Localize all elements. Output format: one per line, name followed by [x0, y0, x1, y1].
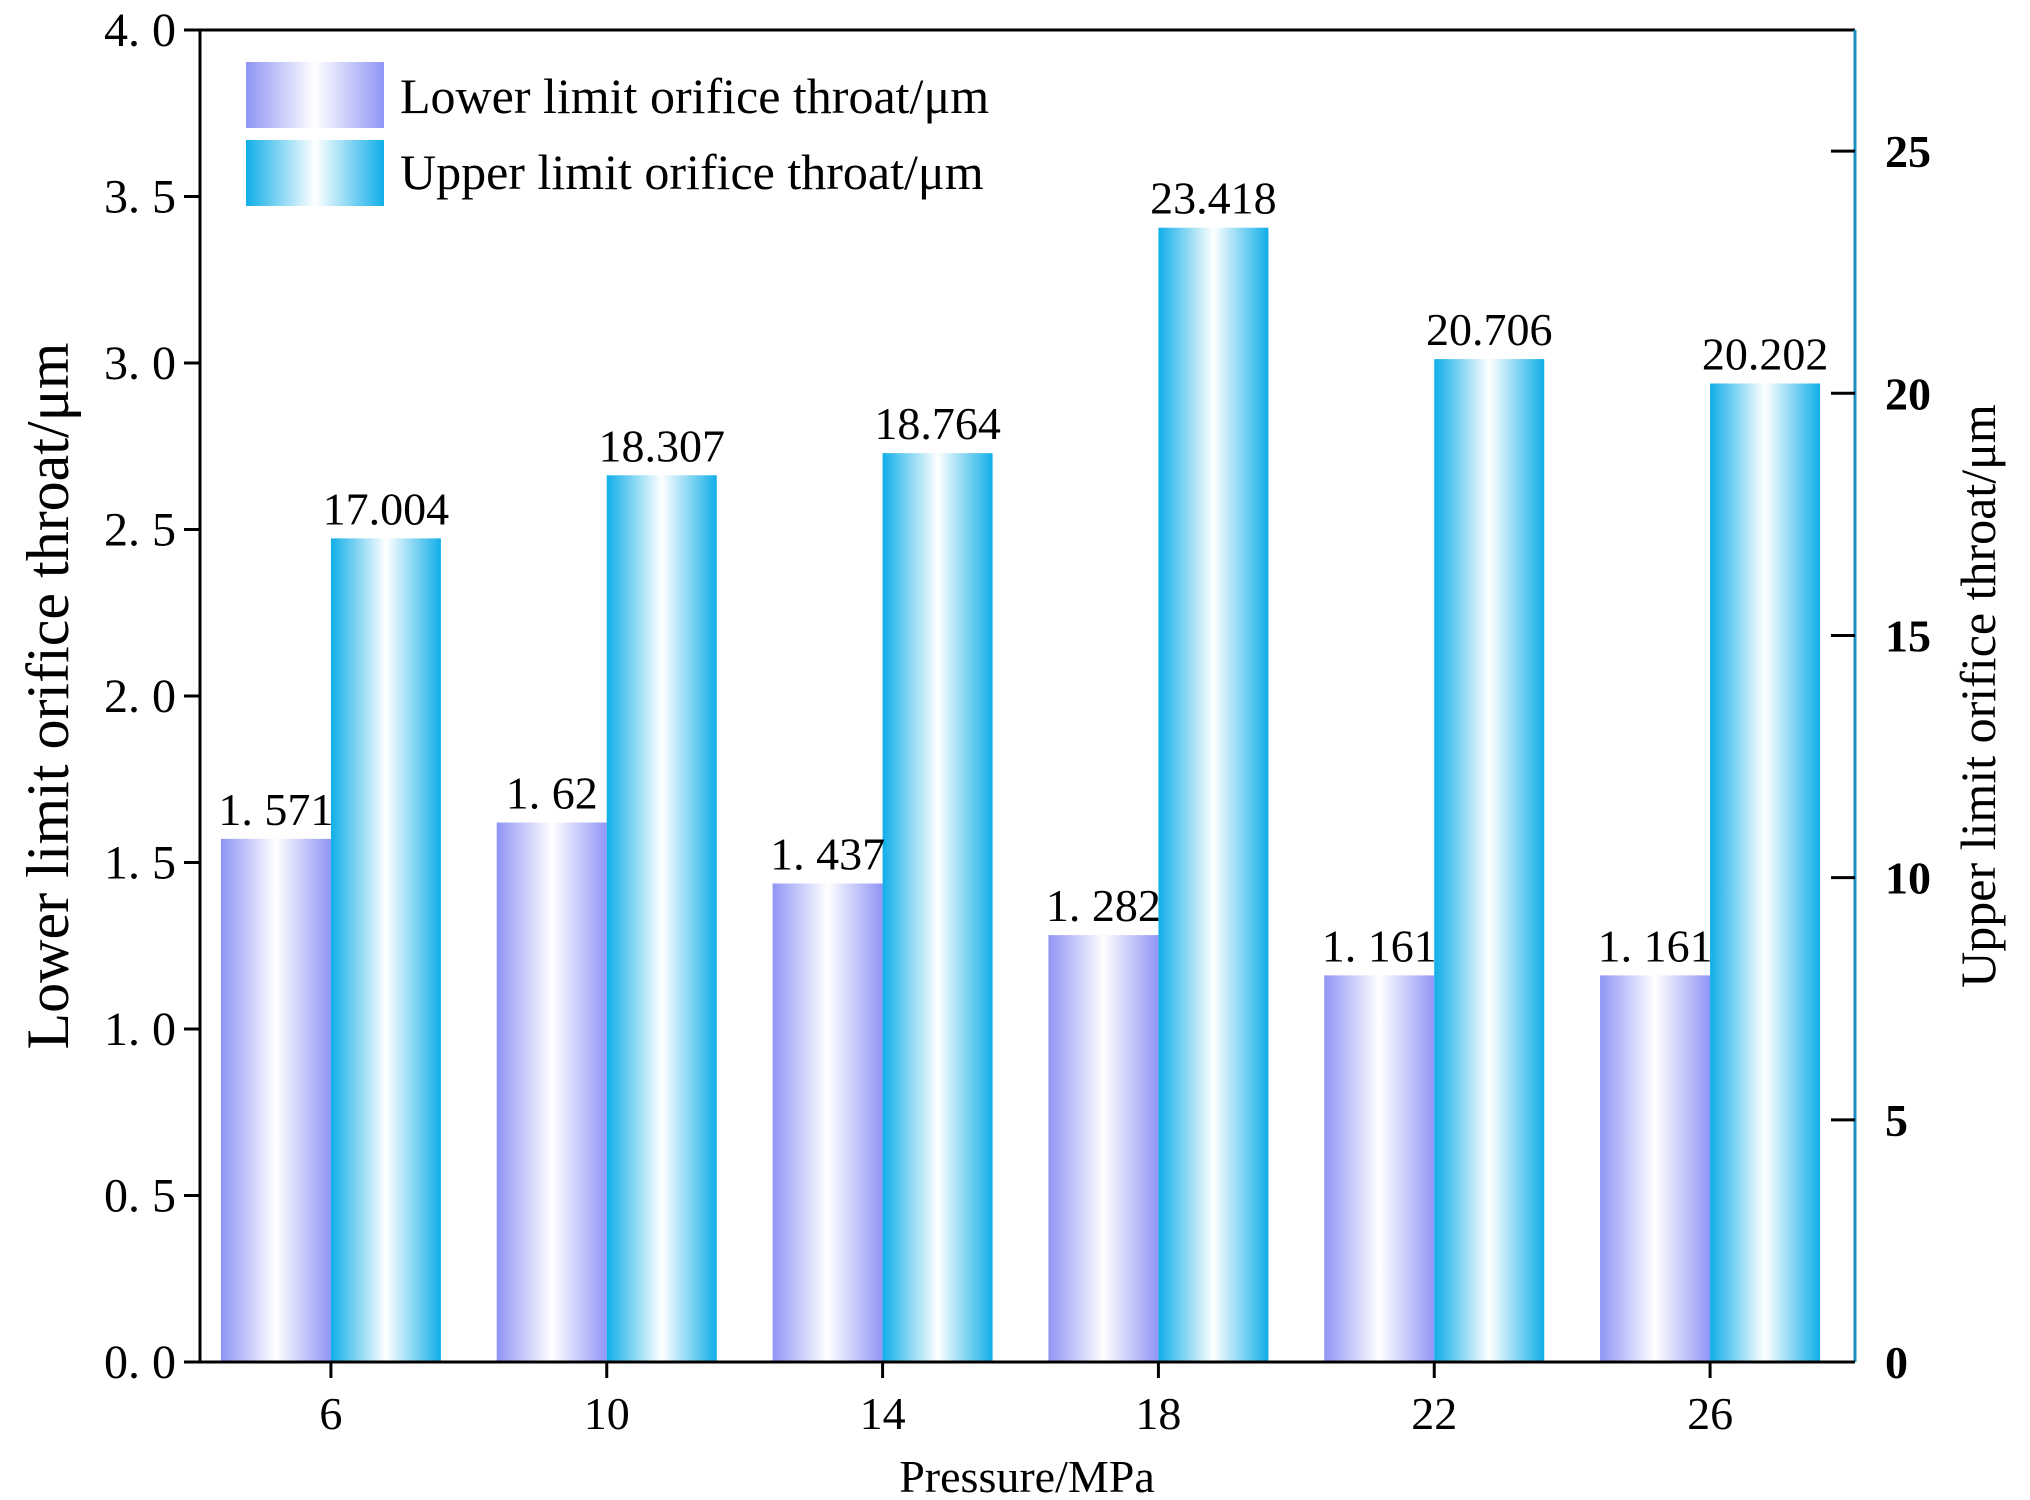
left-axis-label: Lower limit orifice throat/μm — [15, 343, 81, 1050]
left-axis-ticks: 0. 0 0. 5 1. 0 1. 5 2. 0 2. 5 3. 0 3. 5 4. 0 — [104, 4, 200, 1389]
left-tick-label: 1. 5 — [104, 837, 176, 890]
left-tick-label: 0. 0 — [104, 1336, 176, 1389]
data-label-upper-22: 20.706 — [1426, 304, 1553, 355]
x-axis-ticks: 6 10 14 18 22 26 — [319, 1362, 1733, 1439]
bar-upper-18 — [1158, 227, 1269, 1362]
x-tick-label-22: 22 — [1411, 1388, 1457, 1439]
bar-upper-10 — [606, 475, 717, 1362]
legend-swatch-lower — [246, 62, 384, 128]
left-tick-label: 2. 5 — [104, 504, 176, 557]
data-label-lower-22: 1. 161 — [1322, 920, 1437, 971]
left-tick-label: 4. 0 — [104, 4, 176, 57]
bar-lower-22 — [1324, 975, 1435, 1362]
left-tick-label: 3. 0 — [104, 337, 176, 390]
data-label-lower-14: 1. 437 — [770, 828, 885, 879]
legend-swatch-upper — [246, 140, 384, 206]
x-tick-label-10: 10 — [584, 1388, 630, 1439]
data-label-upper-18: 23.418 — [1150, 173, 1277, 224]
bar-lower-18 — [1048, 935, 1159, 1362]
left-tick-label: 1. 0 — [104, 1003, 176, 1056]
bar-lower-10 — [496, 822, 607, 1362]
legend: Lower limit orifice throat/μm Upper limi… — [246, 62, 989, 206]
data-label-upper-10: 18.307 — [599, 420, 726, 471]
data-label-upper-14: 18.764 — [874, 398, 1001, 449]
x-tick-label-6: 6 — [319, 1388, 342, 1439]
right-tick-label: 15 — [1885, 610, 1931, 661]
x-tick-label-14: 14 — [860, 1388, 906, 1439]
x-tick-label-26: 26 — [1687, 1388, 1733, 1439]
right-tick-label: 10 — [1885, 853, 1931, 904]
bar-lower-26 — [1600, 975, 1711, 1362]
right-axis-label: Upper limit orifice throat/μm — [1950, 404, 2006, 988]
right-tick-label: 20 — [1885, 368, 1931, 419]
x-axis-label: Pressure/MPa — [899, 1451, 1155, 1500]
data-label-lower-18: 1. 282 — [1046, 880, 1161, 931]
bar-upper-6 — [330, 538, 441, 1362]
left-tick-label: 2. 0 — [104, 670, 176, 723]
right-tick-label: 5 — [1885, 1095, 1908, 1146]
data-label-lower-10: 1. 62 — [506, 768, 598, 819]
data-label-lower-6: 1. 571 — [218, 784, 333, 835]
upper-limit-bars — [330, 227, 1821, 1362]
data-label-upper-26: 20.202 — [1702, 328, 1829, 379]
right-tick-label: 25 — [1885, 126, 1931, 177]
data-label-lower-26: 1. 161 — [1598, 920, 1713, 971]
bar-upper-22 — [1434, 359, 1545, 1362]
right-tick-label: 0 — [1885, 1337, 1908, 1388]
bar-upper-14 — [882, 453, 993, 1362]
right-axis-ticks: 0 5 10 15 20 25 — [1831, 126, 1931, 1388]
legend-label-lower: Lower limit orifice throat/μm — [400, 68, 989, 124]
left-tick-label: 0. 5 — [104, 1170, 176, 1223]
legend-label-upper: Upper limit orifice throat/μm — [400, 144, 984, 200]
value-labels: 1. 571 17.004 1. 62 18.307 1. 437 18.764 1. 28… — [218, 173, 1828, 972]
lower-limit-bars — [220, 822, 1711, 1362]
x-tick-label-18: 18 — [1135, 1388, 1181, 1439]
bar-lower-6 — [220, 838, 331, 1362]
data-label-upper-6: 17.004 — [323, 483, 450, 534]
left-tick-label: 3. 5 — [104, 171, 176, 224]
bar-upper-26 — [1710, 383, 1821, 1362]
bar-lower-14 — [772, 883, 883, 1362]
